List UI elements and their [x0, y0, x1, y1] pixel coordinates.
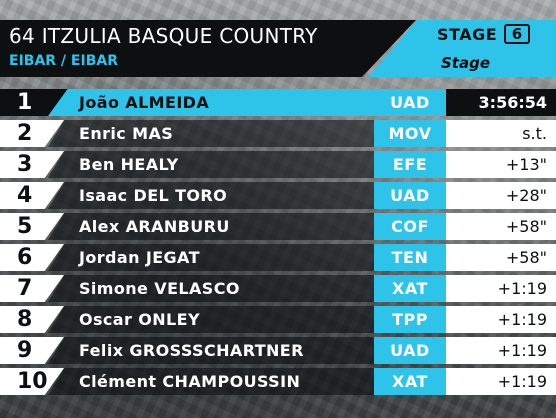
position-cell: 6: [0, 244, 64, 271]
stage-type-label: Stage: [441, 54, 491, 72]
rider-time: +28": [446, 182, 556, 209]
rider-time: +58": [446, 244, 556, 271]
rider-name: Felix GROSSSCHARTNER: [79, 341, 304, 360]
position-number: 8: [17, 307, 33, 332]
position-number: 9: [17, 338, 33, 363]
position-number: 2: [17, 121, 33, 146]
rider-name: Ben HEALY: [79, 155, 179, 174]
team-code: TPP: [374, 306, 446, 333]
name-cell-bg: [48, 275, 374, 302]
result-row: 3 Ben HEALY EFE +13": [0, 151, 556, 178]
result-row: 8 Oscar ONLEY TPP +1:19: [0, 306, 556, 333]
rider-name: Jordan JEGAT: [79, 248, 200, 267]
name-cell-bg: [48, 120, 374, 147]
rider-time: +1:19: [446, 306, 556, 333]
team-code: XAT: [374, 275, 446, 302]
team-code: MOV: [374, 120, 446, 147]
team-code: UAD: [374, 337, 446, 364]
team-code: EFE: [374, 151, 446, 178]
result-row: 2 Enric MAS MOV s.t.: [0, 120, 556, 147]
team-code: UAD: [374, 182, 446, 209]
name-cell-bg: [48, 306, 374, 333]
result-row: 6 Jordan JEGAT TEN +58": [0, 244, 556, 271]
result-row: 9 Felix GROSSSCHARTNER UAD +1:19: [0, 337, 556, 364]
rider-name: Enric MAS: [79, 124, 174, 143]
name-cell-bg: [48, 368, 374, 395]
rider-name: Simone VELASCO: [79, 279, 240, 298]
position-cell: 9: [0, 337, 64, 364]
rider-name: João ALMEIDA: [79, 93, 210, 112]
stage-label: STAGE: [437, 25, 498, 44]
team-code: COF: [374, 213, 446, 240]
rider-time: +1:19: [446, 368, 556, 395]
stage-number-badge: 6: [504, 24, 530, 44]
name-cell-bg: [48, 182, 374, 209]
result-row: 4 Isaac DEL TORO UAD +28": [0, 182, 556, 209]
name-cell-bg: [48, 151, 374, 178]
rider-time: +58": [446, 213, 556, 240]
rider-time: s.t.: [446, 120, 556, 147]
position-number: 6: [17, 245, 33, 270]
rider-name: Oscar ONLEY: [79, 310, 200, 329]
rider-name: Clément CHAMPOUSSIN: [79, 372, 301, 391]
team-code: XAT: [374, 368, 446, 395]
rider-time: +1:19: [446, 275, 556, 302]
name-cell-bg: [48, 213, 374, 240]
position-number: 4: [17, 183, 33, 208]
rider-time: +13": [446, 151, 556, 178]
rider-name: Isaac DEL TORO: [79, 186, 228, 205]
name-cell-bg: [48, 89, 374, 116]
rider-time: 3:56:54: [446, 89, 556, 116]
name-cell-bg: [48, 244, 374, 271]
position-number: 10: [17, 369, 48, 394]
position-number: 3: [17, 152, 33, 177]
stage-location: EIBAR / EIBAR: [9, 53, 118, 69]
result-row: 10 Clément CHAMPOUSSIN XAT +1:19: [0, 368, 556, 395]
team-code: TEN: [374, 244, 446, 271]
position-number: 5: [17, 214, 33, 239]
rider-time: +1:19: [446, 337, 556, 364]
result-row: 1 João ALMEIDA UAD 3:56:54: [0, 89, 556, 116]
race-title: 64 ITZULIA BASQUE COUNTRY: [9, 24, 318, 48]
rider-name: Alex ARANBURU: [79, 217, 230, 236]
result-row: 5 Alex ARANBURU COF +58": [0, 213, 556, 240]
name-cell-bg: [48, 337, 374, 364]
position-number: 7: [17, 276, 33, 301]
result-row: 7 Simone VELASCO XAT +1:19: [0, 275, 556, 302]
team-code: UAD: [374, 89, 446, 116]
position-number: 1: [17, 90, 33, 115]
position-cell: 4: [0, 182, 64, 209]
header-title-panel: [0, 20, 416, 77]
